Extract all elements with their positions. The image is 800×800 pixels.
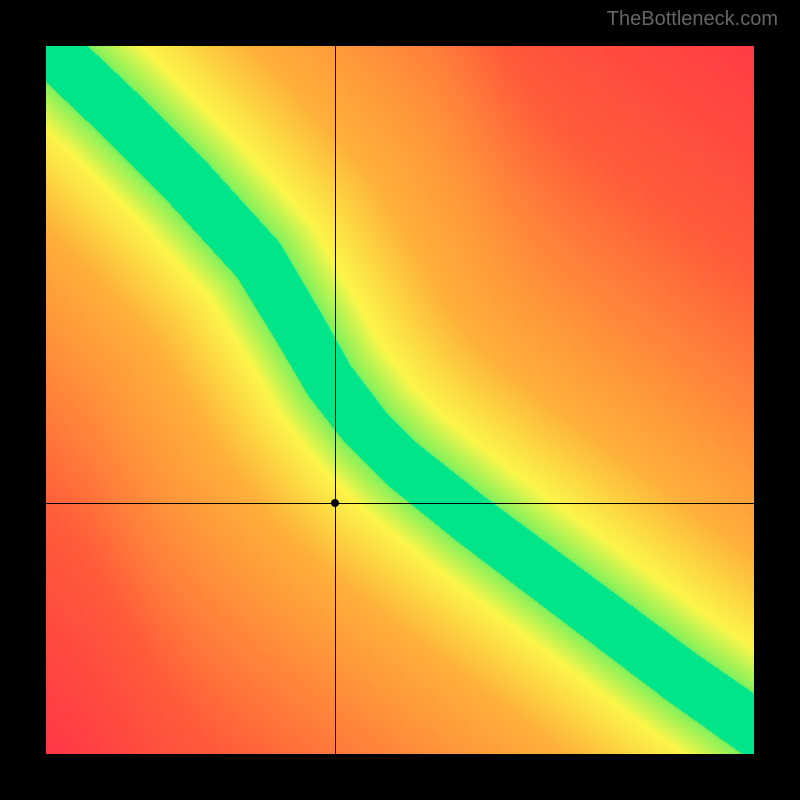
crosshair-horizontal xyxy=(46,503,754,504)
crosshair-vertical xyxy=(335,46,336,754)
bottleneck-heatmap xyxy=(46,46,754,754)
crosshair-marker xyxy=(331,499,339,507)
watermark: TheBottleneck.com xyxy=(607,8,778,31)
heatmap-canvas xyxy=(46,46,754,754)
